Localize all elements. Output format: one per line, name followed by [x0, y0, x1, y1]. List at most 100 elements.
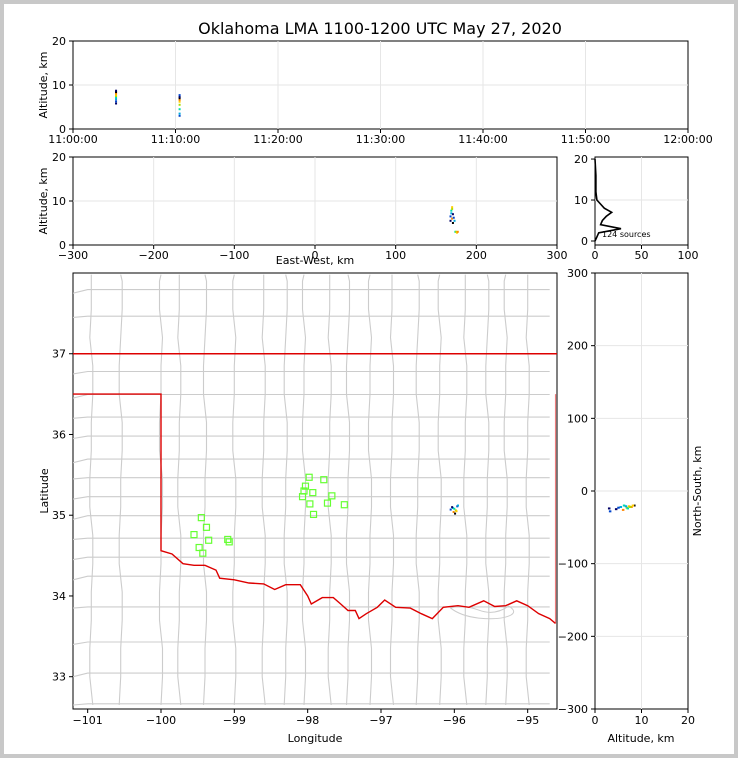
- ns-source-point: [614, 508, 618, 511]
- ew-xtick-label: −300: [58, 249, 88, 262]
- time-source-point: [178, 114, 181, 117]
- county-boundary: [118, 274, 123, 706]
- county-boundary: [73, 672, 550, 678]
- ns-source-point: [630, 505, 633, 508]
- lma-station-marker: [309, 489, 317, 497]
- county-boundary: [389, 274, 395, 706]
- ew-source-point: [451, 213, 454, 216]
- ns-ytick-label: −200: [558, 630, 588, 643]
- ew-source-point: [456, 230, 459, 233]
- figure-svg: Oklahoma LMA 1100-1200 UTC May 27, 2020 …: [37, 19, 713, 745]
- county-boundary: [73, 458, 550, 464]
- figure-canvas: Oklahoma LMA 1100-1200 UTC May 27, 2020 …: [4, 4, 734, 754]
- time-xtick-label: 11:50:00: [561, 133, 610, 146]
- plan-ytick-label: 34: [52, 590, 66, 603]
- ns-altitude-panel: Altitude, km North-South, km 0 10 20 −300 −2…: [558, 267, 704, 745]
- ew-xtick-label: 300: [547, 249, 568, 262]
- county-boundary: [283, 274, 288, 706]
- county-boundary: [437, 274, 442, 706]
- ew-source-point: [451, 206, 454, 209]
- ns-source-point: [617, 506, 620, 509]
- ns-xtick-label: 10: [635, 714, 649, 727]
- time-source-point: [115, 93, 118, 96]
- time-xtick-label: 12:00:00: [663, 133, 712, 146]
- county-boundary: [73, 537, 550, 540]
- ns-source-point: [626, 507, 630, 510]
- altitude-histogram-panel: 124 sources 0 50 100 0 10 20: [574, 153, 699, 262]
- lma-station-marker: [195, 543, 203, 552]
- state-border: [73, 393, 556, 624]
- lma-station-marker: [205, 536, 213, 544]
- county-map: [73, 274, 557, 706]
- ew-xtick-label: −200: [139, 249, 169, 262]
- ew-xtick-label: 100: [385, 249, 406, 262]
- plan-xtick-label: −95: [516, 714, 539, 727]
- ew-xtick-label: 200: [466, 249, 487, 262]
- county-boundary: [89, 274, 94, 706]
- ew-ytick-label: 10: [52, 195, 66, 208]
- ns-source-point: [633, 504, 636, 507]
- time-source-point: [178, 103, 181, 106]
- ew-xtick-label: −100: [219, 249, 249, 262]
- time-xtick-label: 11:20:00: [253, 133, 302, 146]
- time-source-point: [178, 108, 181, 111]
- time-source-point: [178, 100, 181, 103]
- time-source-point: [178, 97, 181, 100]
- ns-source-point: [624, 505, 628, 508]
- time-source-point: [178, 94, 181, 97]
- time-source-point: [115, 98, 118, 101]
- time-ytick-label: 10: [52, 79, 66, 92]
- county-boundary: [73, 315, 550, 318]
- county-boundary: [73, 703, 550, 706]
- lma-station-marker: [190, 530, 198, 539]
- time-xtick-label: 11:00:00: [48, 133, 97, 146]
- plan-xtick-label: −96: [443, 714, 466, 727]
- lma-station-marker: [225, 538, 233, 546]
- county-boundary: [73, 370, 550, 375]
- ew-source-point: [449, 219, 452, 222]
- lma-station-marker: [301, 482, 310, 490]
- ew-source-point: [451, 207, 454, 210]
- ew-ytick-label: 0: [59, 239, 66, 252]
- plan-view-panel: Latitude Longitude −101 −100 −99 −98 −97 −96 −…: [38, 272, 558, 745]
- lma-station-marker: [197, 514, 205, 522]
- ns-ytick-label: −100: [558, 558, 588, 571]
- county-boundary: [73, 435, 550, 440]
- ew-altitude-panel: Altitude, km East-West, km −300 −200 −100 0…: [37, 151, 568, 267]
- county-boundary: [177, 274, 182, 706]
- ns-ytick-label: 100: [567, 412, 588, 425]
- county-boundary: [367, 274, 373, 706]
- county-boundary: [463, 274, 468, 706]
- plan-ytick-label: 35: [52, 509, 66, 522]
- source-count-label: 124 sources: [602, 230, 651, 239]
- ns-source-point: [631, 504, 635, 507]
- plan-ytick-label: 33: [52, 671, 66, 684]
- county-boundary: [503, 274, 508, 706]
- time-source-point: [115, 96, 118, 99]
- time-source-point: [178, 98, 181, 101]
- ns-ytick-label: 200: [567, 340, 588, 353]
- figure-title: Oklahoma LMA 1100-1200 UTC May 27, 2020: [198, 19, 562, 38]
- time-xtick-label: 11:30:00: [356, 133, 405, 146]
- time-ytick-label: 0: [59, 123, 66, 136]
- county-boundary: [73, 496, 550, 500]
- plan-source-point: [455, 510, 458, 513]
- county-boundary: [485, 274, 490, 706]
- lma-station-marker: [320, 476, 328, 484]
- ns-ytick-label: 0: [581, 485, 588, 498]
- plan-ytick-label: 36: [52, 428, 66, 441]
- lake-outline: [449, 605, 515, 620]
- hist-ytick-label: 20: [574, 153, 588, 166]
- plan-xtick-label: −97: [369, 714, 392, 727]
- time-source-point: [115, 92, 118, 95]
- county-boundary: [301, 274, 307, 706]
- ew-ytick-label: 20: [52, 151, 66, 164]
- county-boundary: [327, 274, 332, 706]
- county-boundary: [73, 641, 550, 645]
- ns-source-point: [628, 505, 632, 508]
- time-ytick-label: 20: [52, 35, 66, 48]
- time-source-point: [178, 112, 181, 115]
- time-source-point: [178, 95, 181, 98]
- time-altitude-panel: Altitude, km 11:00:00 11:10:00 11:20:00 11:…: [37, 35, 713, 146]
- plan-source-point: [449, 508, 452, 511]
